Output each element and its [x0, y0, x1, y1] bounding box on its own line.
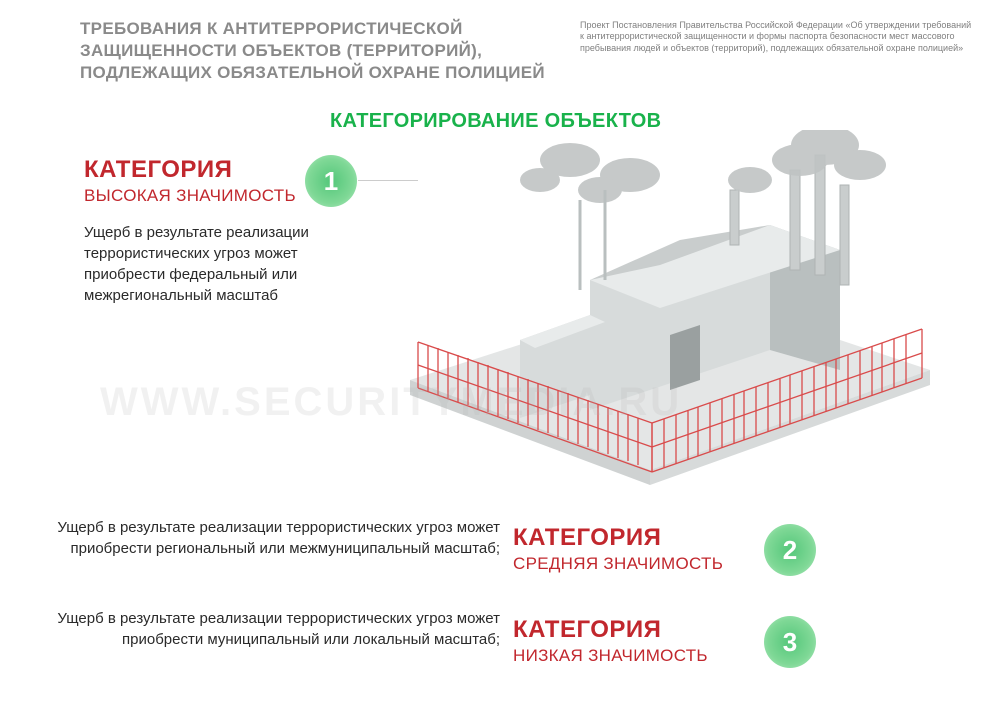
page-title: ТРЕБОВАНИЯ К АНТИТЕРРОРИСТИЧЕСКОЙ ЗАЩИЩЕ… [80, 18, 550, 84]
badge-number: 3 [783, 627, 797, 658]
category-desc-3: Ущерб в результате реализации террористи… [40, 608, 500, 650]
badge-number: 2 [783, 535, 797, 566]
divider-line [358, 180, 418, 181]
category-label: КАТЕГОРИЯ [84, 156, 314, 184]
category-sub: НИЗКАЯ ЗНАЧИМОСТЬ [513, 646, 773, 666]
category-desc-2: Ущерб в результате реализации террористи… [40, 517, 500, 559]
category-block-1: КАТЕГОРИЯ ВЫСОКАЯ ЗНАЧИМОСТЬ Ущерб в рез… [84, 156, 314, 306]
facility-illustration [370, 130, 960, 500]
category-block-3: КАТЕГОРИЯ НИЗКАЯ ЗНАЧИМОСТЬ [513, 616, 773, 666]
category-desc: Ущерб в результате реализации террористи… [84, 222, 314, 306]
category-block-2: КАТЕГОРИЯ СРЕДНЯЯ ЗНАЧИМОСТЬ [513, 524, 773, 574]
category-sub: ВЫСОКАЯ ЗНАЧИМОСТЬ [84, 186, 314, 206]
badge-number: 1 [324, 166, 338, 197]
category-sub: СРЕДНЯЯ ЗНАЧИМОСТЬ [513, 554, 773, 574]
category-label: КАТЕГОРИЯ [513, 524, 773, 552]
category-label: КАТЕГОРИЯ [513, 616, 773, 644]
legal-note: Проект Постановления Правительства Росси… [580, 18, 975, 84]
